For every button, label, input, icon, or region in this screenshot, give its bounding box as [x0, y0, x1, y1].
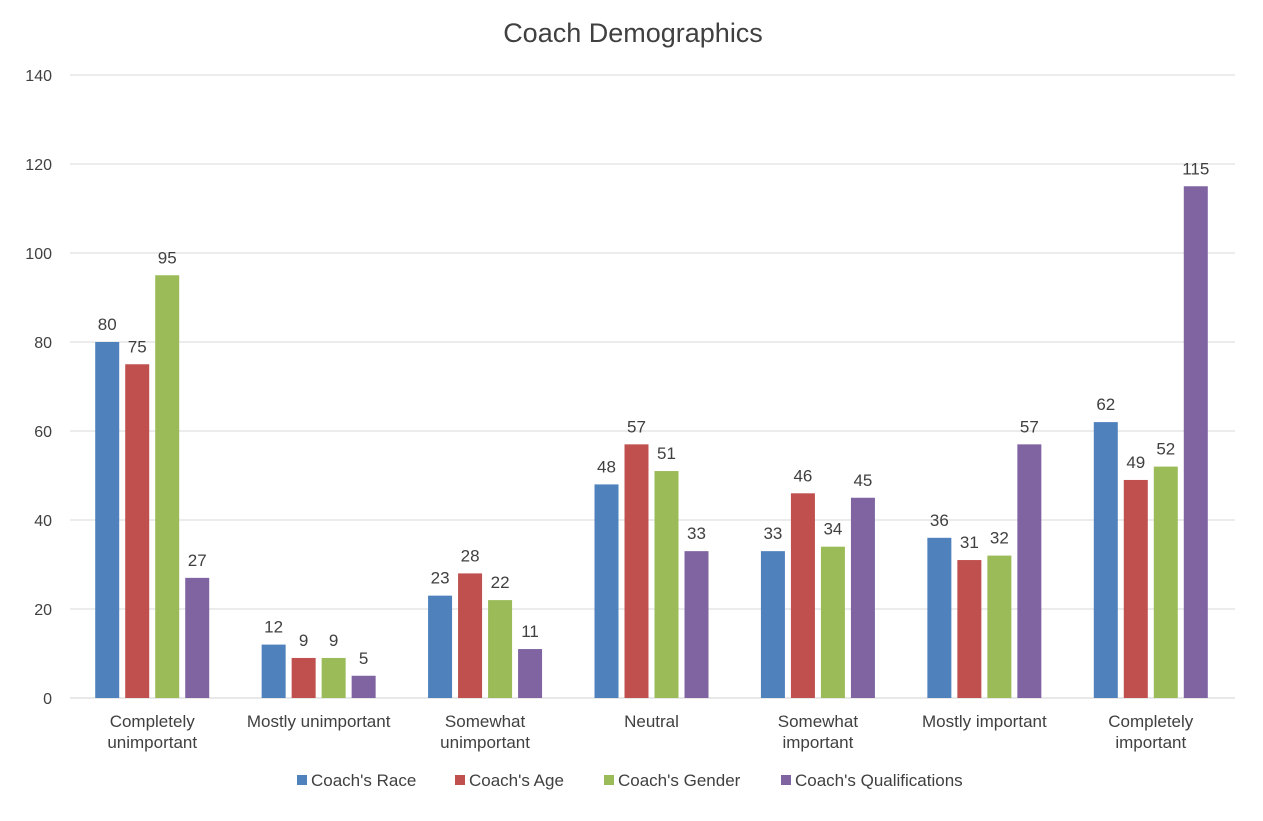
legend: Coach's Race Coach's Age Coach's Gender Coa…	[297, 771, 963, 790]
x-tick-label: Neutral	[624, 712, 679, 731]
bar	[95, 342, 120, 698]
data-label: 51	[657, 444, 676, 463]
y-axis-ticks: 0 20 40 60 80 100 120 140	[25, 68, 52, 708]
x-tick-label: important	[1115, 733, 1186, 752]
chart-title: Coach Demographics	[503, 18, 763, 48]
legend-label: Coach's Race	[311, 771, 416, 790]
y-tick-label: 80	[34, 335, 52, 352]
bar	[1183, 186, 1208, 698]
legend-label: Coach's Age	[469, 771, 564, 790]
data-label: 34	[823, 520, 842, 539]
y-tick-label: 40	[34, 513, 52, 530]
data-label: 36	[930, 511, 949, 530]
legend-swatch	[297, 775, 307, 785]
data-label: 23	[431, 569, 450, 588]
bar	[987, 555, 1012, 698]
data-label: 45	[853, 471, 872, 490]
data-label: 57	[1020, 417, 1039, 436]
y-tick-label: 0	[43, 691, 52, 708]
bar	[850, 497, 875, 698]
data-label: 9	[299, 631, 308, 650]
bar	[1017, 444, 1042, 698]
x-tick-label: Completely	[1108, 712, 1194, 731]
data-label: 11	[521, 622, 539, 641]
x-tick-label: unimportant	[440, 733, 530, 752]
bar	[624, 444, 649, 698]
bar	[1093, 422, 1118, 698]
x-tick-label: Completely	[110, 712, 196, 731]
legend-label: Coach's Qualifications	[795, 771, 963, 790]
y-tick-label: 120	[25, 157, 52, 174]
data-label: 80	[98, 315, 117, 334]
data-label: 48	[597, 457, 616, 476]
data-label: 115	[1182, 159, 1209, 178]
bar	[760, 551, 785, 698]
bar	[488, 600, 513, 698]
data-label: 12	[264, 618, 283, 637]
data-label: 22	[491, 573, 510, 592]
bar	[518, 649, 543, 698]
data-label: 49	[1126, 453, 1145, 472]
bar	[291, 657, 316, 698]
x-tick-label: Somewhat	[778, 712, 859, 731]
data-label: 27	[188, 551, 207, 570]
data-label: 46	[793, 466, 812, 485]
data-label: 95	[158, 248, 177, 267]
bar	[1123, 479, 1148, 698]
data-label: 52	[1156, 440, 1175, 459]
bar	[654, 471, 679, 698]
bars	[95, 186, 1208, 698]
data-label: 5	[359, 649, 368, 668]
y-tick-label: 60	[34, 424, 52, 441]
bar	[155, 275, 180, 698]
data-label: 33	[763, 524, 782, 543]
bar	[125, 364, 150, 698]
x-tick-label: important	[782, 733, 853, 752]
y-tick-label: 140	[25, 68, 52, 85]
x-tick-label: Mostly unimportant	[247, 712, 391, 731]
bar	[927, 537, 952, 698]
bar	[957, 560, 982, 698]
legend-swatch	[781, 775, 791, 785]
data-label: 28	[461, 546, 480, 565]
x-tick-label: Mostly important	[922, 712, 1047, 731]
x-tick-label: unimportant	[107, 733, 197, 752]
bar	[684, 551, 709, 698]
data-label: 75	[128, 337, 147, 356]
bar	[351, 675, 376, 698]
bar	[261, 644, 286, 698]
legend-swatch	[604, 775, 614, 785]
data-label: 33	[687, 524, 706, 543]
legend-label: Coach's Gender	[618, 771, 741, 790]
data-label: 31	[960, 533, 979, 552]
bar	[185, 577, 210, 698]
bar	[321, 657, 346, 698]
bar	[790, 493, 815, 698]
x-tick-label: Somewhat	[445, 712, 526, 731]
gridlines	[70, 74, 1235, 699]
y-tick-label: 20	[34, 602, 52, 619]
legend-swatch	[455, 775, 465, 785]
bar	[1153, 466, 1178, 698]
data-label: 32	[990, 529, 1009, 548]
data-label: 57	[627, 417, 646, 436]
y-tick-label: 100	[25, 246, 52, 263]
data-label: 9	[329, 631, 338, 650]
bar	[820, 546, 845, 698]
x-axis-ticks: Completely unimportant Mostly unimportant S…	[107, 712, 1193, 752]
bar	[594, 484, 619, 698]
data-label: 62	[1096, 395, 1115, 414]
bar	[428, 595, 453, 698]
bar	[458, 573, 483, 698]
